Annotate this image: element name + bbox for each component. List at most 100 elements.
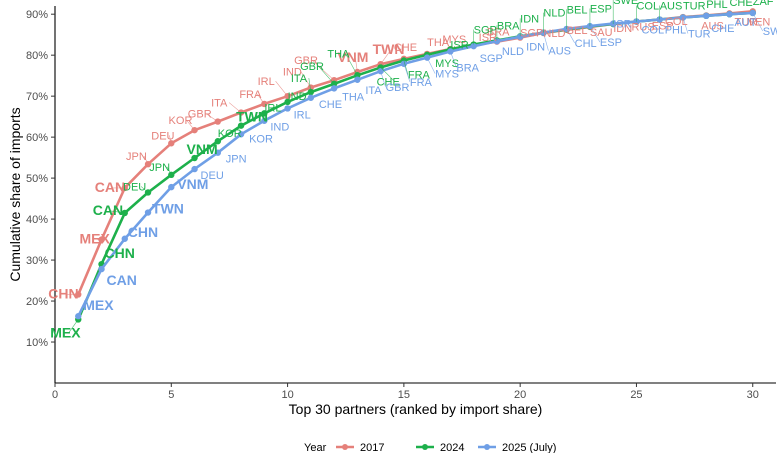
point-label: VEN: [748, 16, 771, 28]
label-leader-line: [257, 93, 265, 105]
point-label: THA: [342, 91, 365, 103]
legend-swatch-point: [484, 444, 490, 450]
data-point: [121, 184, 128, 192]
data-point: [307, 88, 315, 96]
point-label: COL: [636, 1, 659, 13]
data-point: [237, 131, 245, 138]
label-leader-line: [143, 156, 149, 165]
data-point: [261, 117, 268, 124]
x-tick-label: 15: [398, 389, 410, 401]
point-label: PHL: [706, 0, 727, 11]
point-label: MEX: [83, 297, 114, 313]
data-point: [214, 149, 222, 156]
point-label: SAU: [590, 27, 613, 39]
point-label: JPN: [126, 151, 147, 163]
legend-entry-label: 2017: [360, 442, 384, 453]
point-label: ISR: [450, 39, 468, 51]
point-label: FRA: [239, 89, 262, 101]
point-label: JPN: [226, 154, 247, 166]
point-label: MEX: [80, 231, 111, 247]
y-tick-label: 80%: [26, 50, 48, 62]
label-leader-line: [311, 59, 335, 81]
point-label: DEU: [151, 130, 174, 142]
data-point: [307, 94, 315, 101]
label-leader-line: [186, 119, 195, 131]
data-point: [75, 313, 82, 320]
label-leader-line: [450, 51, 457, 68]
point-label: NLD: [543, 8, 565, 20]
x-axis-title: Top 30 partners (ranked by import share): [289, 401, 543, 417]
x-tick-label: 5: [168, 389, 174, 401]
label-leader-line: [355, 57, 358, 73]
x-tick-label: 10: [281, 389, 293, 401]
legend: Year 2017 2024 2025 (July): [304, 442, 556, 453]
point-label: BRA: [497, 20, 520, 32]
point-label: MYS: [442, 34, 466, 46]
label-leader-line: [317, 65, 335, 85]
point-label: ESP: [590, 3, 612, 15]
point-label: NLD: [502, 46, 524, 58]
x-tick-label: 0: [52, 389, 58, 401]
label-leader-line: [110, 210, 125, 214]
point-label: IDN: [613, 23, 632, 35]
leader-lines-layer: [66, 0, 764, 334]
point-label: JPN: [149, 162, 170, 174]
data-point: [261, 100, 268, 108]
point-label: SWE: [613, 0, 638, 7]
data-point: [330, 85, 338, 92]
label-leader-line: [205, 113, 218, 122]
point-label: KOR: [249, 133, 273, 145]
point-label: COL: [665, 16, 688, 28]
x-tick-label: 20: [514, 389, 526, 401]
data-point: [284, 98, 291, 106]
point-label: CHE: [319, 99, 342, 111]
data-point: [261, 110, 268, 117]
label-leader-line: [682, 17, 689, 34]
legend-swatch-point: [342, 444, 348, 450]
label-leader-line: [589, 25, 601, 43]
x-tick-label: 25: [630, 389, 642, 401]
point-label: KOR: [218, 128, 242, 140]
point-label: MYS: [435, 69, 459, 81]
label-leader-line: [228, 102, 242, 113]
y-tick-label: 20%: [26, 296, 48, 308]
lines-layer: [75, 8, 756, 323]
point-label: GBR: [188, 109, 212, 121]
point-label: ISR: [479, 32, 497, 44]
label-leader-line: [275, 80, 288, 97]
point-label: CHE: [711, 23, 734, 35]
point-label: FRA: [410, 77, 433, 89]
label-leader-line: [300, 71, 312, 88]
label-leader-line: [403, 60, 409, 75]
point-label: PHL: [665, 25, 686, 37]
data-point: [470, 42, 477, 50]
legend-title: Year: [304, 442, 327, 453]
point-label: SWE: [763, 26, 777, 38]
point-label: TWN: [373, 41, 405, 57]
data-point: [144, 209, 152, 216]
point-label: CAN: [93, 202, 123, 218]
y-tick-label: 10%: [26, 337, 48, 349]
point-label: CHN: [128, 224, 158, 240]
point-label: MYS: [435, 58, 459, 70]
point-label: BRA: [487, 27, 510, 39]
y-tick-label: 40%: [26, 214, 48, 226]
series-line-2025-july-: [77, 11, 753, 317]
point-label: AUT: [734, 17, 756, 29]
point-label: THA: [427, 37, 450, 49]
data-point: [214, 118, 222, 125]
point-label: AUS: [548, 46, 571, 58]
label-leader-line: [380, 67, 395, 82]
point-label: ZAF: [753, 0, 774, 8]
point-label: RUS: [631, 22, 654, 34]
y-tick-label: 50%: [26, 173, 48, 185]
point-label: DEU: [123, 181, 146, 193]
point-label: VNM: [177, 176, 208, 192]
data-point: [121, 235, 128, 242]
data-point: [191, 154, 198, 162]
point-label: SGP: [480, 53, 503, 65]
point-label: IND: [283, 67, 302, 79]
point-label: IRL: [264, 102, 281, 114]
